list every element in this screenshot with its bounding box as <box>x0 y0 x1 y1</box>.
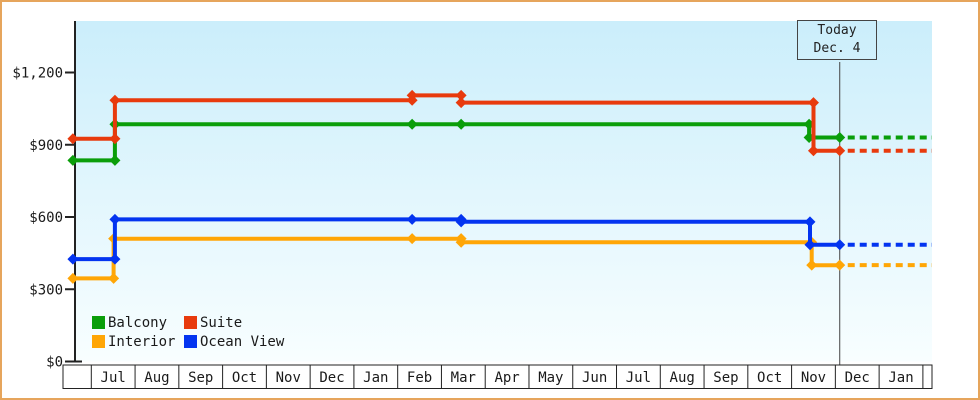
data-point-marker-interior <box>108 272 120 284</box>
data-point-marker-ocean-view <box>67 253 79 265</box>
data-point-marker-suite <box>807 97 819 109</box>
legend-swatch-suite-icon <box>184 316 197 329</box>
x-axis-month-label: Mar <box>451 370 476 386</box>
legend-swatch-interior-icon <box>92 335 105 348</box>
x-axis-month-label: Dec <box>319 370 344 386</box>
legend-item-balcony: Balcony <box>92 313 184 332</box>
plot-area <box>76 21 932 362</box>
data-point-marker-ocean-view <box>455 216 467 228</box>
legend-label-interior: Interior <box>108 333 176 350</box>
legend-item-ocean-view: Ocean View <box>184 332 284 351</box>
x-axis-month-label: Aug <box>670 370 695 386</box>
x-axis-month-label: Nov <box>801 370 826 386</box>
x-axis-month-label: Jan <box>888 370 913 386</box>
x-axis-month-label: Oct <box>232 370 257 386</box>
y-axis-label: $300 <box>29 282 63 298</box>
data-point-marker-suite <box>109 94 121 106</box>
x-axis-month-label: Jun <box>582 370 607 386</box>
data-point-marker-interior <box>406 233 418 245</box>
legend-item-interior: Interior <box>92 332 184 351</box>
legend: Balcony Suite Interior Ocean View <box>92 313 284 351</box>
data-point-marker-suite <box>455 97 467 109</box>
today-box: Today Dec. 4 <box>797 20 877 60</box>
data-point-marker-suite <box>67 133 79 145</box>
legend-label-balcony: Balcony <box>108 314 168 331</box>
data-point-marker-interior <box>834 259 846 271</box>
data-point-marker-balcony <box>109 154 121 166</box>
y-axis-label: $0 <box>46 355 63 371</box>
data-point-marker-ocean-view <box>804 239 816 251</box>
data-point-marker-balcony <box>67 154 79 166</box>
data-point-marker-suite <box>406 89 418 101</box>
data-point-marker-ocean-view <box>834 239 846 251</box>
today-label: Today <box>817 23 857 38</box>
series-line-suite <box>72 93 840 153</box>
data-point-marker-balcony <box>406 118 418 130</box>
today-date-label: Dec. 4 <box>813 41 861 56</box>
data-point-marker-suite <box>807 145 819 157</box>
data-point-marker-interior <box>455 236 467 248</box>
data-point-marker-suite <box>834 145 846 157</box>
legend-item-suite: Suite <box>184 313 284 332</box>
data-point-marker-ocean-view <box>109 213 121 225</box>
data-point-marker-balcony <box>455 118 467 130</box>
legend-label-ocean-view: Ocean View <box>200 333 285 350</box>
x-axis-row <box>62 364 933 389</box>
x-axis-month-label: Dec <box>845 370 870 386</box>
legend-swatch-ocean-view-icon <box>184 335 197 348</box>
data-point-marker-suite <box>109 133 121 145</box>
data-point-marker-balcony <box>834 132 846 144</box>
legend-label-suite: Suite <box>200 314 243 331</box>
data-point-marker-ocean-view <box>804 216 816 228</box>
data-point-marker-interior <box>806 259 818 271</box>
x-axis-month-label: Jul <box>626 370 651 386</box>
x-axis-month-label: Sep <box>713 370 738 386</box>
x-axis-month-label: Jul <box>101 370 126 386</box>
y-axis-label: $600 <box>29 210 63 226</box>
y-axis-label: $1,200 <box>12 66 63 82</box>
x-axis-month-label: Jan <box>363 370 388 386</box>
data-point-marker-ocean-view <box>406 213 418 225</box>
data-point-marker-interior <box>67 272 79 284</box>
y-axis-label: $900 <box>29 138 63 154</box>
legend-swatch-balcony-icon <box>92 316 105 329</box>
x-axis-month-label: Feb <box>407 370 432 386</box>
x-axis-month-label: Oct <box>757 370 782 386</box>
x-axis-month-label: Apr <box>494 370 519 386</box>
x-axis-month-label: Nov <box>276 370 301 386</box>
data-point-marker-suite <box>455 89 467 101</box>
data-point-marker-ocean-view <box>109 253 121 265</box>
x-axis-month-label: Aug <box>144 370 169 386</box>
x-axis-month-label: Sep <box>188 370 213 386</box>
x-axis-month-label: May <box>538 370 563 386</box>
